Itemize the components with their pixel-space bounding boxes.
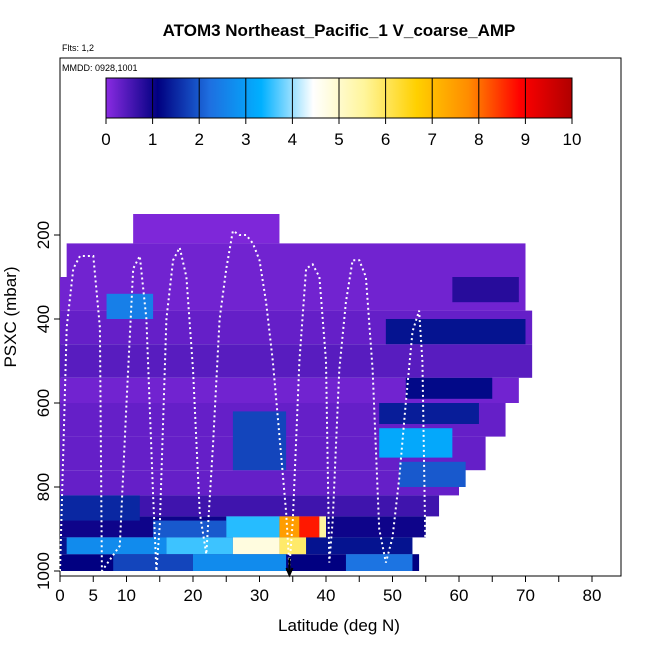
colorbar-tick-label: 8 [474,130,483,149]
colorbar-tick-label: 0 [101,130,110,149]
heatmap-cell [113,554,193,571]
heatmap-cell [399,461,466,487]
heatmap-cell [385,319,526,345]
heatmap-cell [379,403,479,424]
colorbar: 0 1 2 3 4 5 6 7 8 9 10 [101,77,582,149]
colorbar-tick-label: 1 [148,130,157,149]
heatmap-cell [66,243,526,277]
chart-title: ATOM3 Northeast_Pacific_1 V_coarse_AMP [163,21,516,40]
heatmap-cell [133,214,280,244]
heatmap-cell [405,377,493,399]
heatmap-cell [66,537,167,555]
x-tick-label: 50 [383,586,402,605]
surface-marker-arrow [285,558,294,578]
heatmap-cell [299,516,320,538]
flight-track [59,229,427,578]
x-tick-label: 0 [55,586,64,605]
x-tick-label: 20 [184,586,203,605]
x-tick-label: 70 [516,586,535,605]
heatmap-cell [345,554,413,571]
heatmap-cell [60,495,140,521]
x-tick-label: 80 [583,586,602,605]
y-axis: 200 400 600 800 1000 [34,221,60,590]
heatmap-cell [232,411,287,471]
heatmap-cell [166,537,233,555]
heatmap-cell [279,537,307,555]
heatmap-cell [379,428,453,458]
x-axis-label: Latitude (deg N) [278,616,400,635]
x-tick-label: 10 [117,586,136,605]
colorbar-tick-label: 2 [194,130,203,149]
colorbar-tick-label: 6 [381,130,390,149]
heatmap-cell [153,520,227,538]
colorbar-tick-label: 10 [563,130,582,149]
heatmap-cell [226,516,280,538]
y-tick-label: 400 [34,305,53,333]
colorbar-tick-label: 3 [241,130,250,149]
heatmap-cell [319,516,326,538]
heatmap-cell [193,554,287,571]
colorbar-tick-label: 9 [521,130,530,149]
y-tick-label: 1000 [34,552,53,590]
heatmap-cell [279,516,300,538]
x-tick-label: 40 [317,586,336,605]
heatmap-cell [452,277,519,303]
x-tick-label: 5 [89,586,98,605]
heatmap-cell [106,293,154,319]
flights-label: Flts: 1,2 [62,43,94,53]
x-tick-label: 60 [450,586,469,605]
colorbar-tick-label: 4 [288,130,297,149]
y-tick-label: 200 [34,221,53,249]
heatmap-cell [60,344,533,378]
colorbar-tick-label: 5 [334,130,343,149]
heatmap-cell [60,495,440,517]
date-label: MMDD: 0928,1001 [62,63,138,73]
y-tick-label: 800 [34,473,53,501]
heatmap-cell [60,470,459,496]
heatmap-cells [60,214,533,571]
y-tick-label: 600 [34,389,53,417]
heatmap-cell [232,537,280,555]
x-tick-label: 30 [250,586,269,605]
y-axis-label: PSXC (mbar) [1,266,20,367]
x-axis: 0 5 10 20 30 40 50 60 70 80 [55,576,601,605]
colorbar-tick-label: 7 [427,130,436,149]
